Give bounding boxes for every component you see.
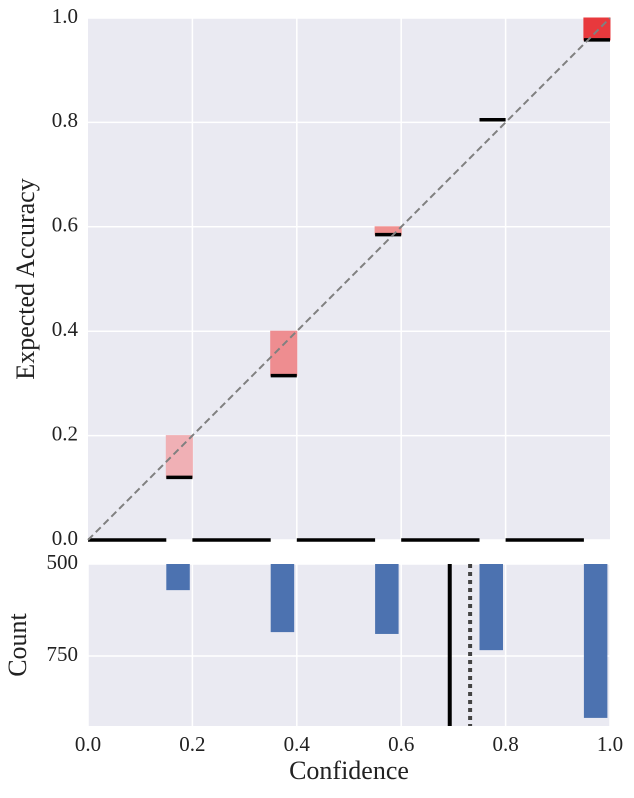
x-tick-label: 0.4 (284, 732, 311, 756)
y-axis-label: Expected Accuracy (11, 178, 40, 379)
gap-bar (583, 17, 611, 41)
y-tick-label: 0.0 (52, 526, 78, 550)
diagonal (87, 17, 611, 541)
y-tick-label: 500 (47, 550, 79, 574)
gap-bar (165, 435, 193, 478)
gap-bar (270, 330, 298, 377)
count-bar (166, 564, 190, 591)
count-bar (375, 564, 399, 634)
count-bar (270, 564, 295, 633)
y-tick-label: 750 (47, 642, 79, 666)
x-tick-label: 0.2 (179, 732, 205, 756)
x-tick-label: 0.0 (75, 732, 101, 756)
count-bar (479, 564, 503, 651)
y-tick-label: 1.0 (52, 4, 78, 28)
bottom-plot-area (88, 564, 610, 726)
x-axis-label: Confidence (289, 756, 409, 785)
x-tick-label: 1.0 (597, 732, 623, 756)
x-tick-label: 0.8 (492, 732, 518, 756)
y-tick-label: 0.8 (52, 108, 78, 132)
y-tick-label: 0.4 (52, 317, 79, 341)
y-axis-label: Count (3, 612, 32, 676)
x-tick-label: 0.6 (388, 732, 414, 756)
y-tick-label: 0.6 (52, 213, 78, 237)
count-bar (583, 564, 608, 718)
y-tick-label: 0.2 (52, 421, 78, 445)
